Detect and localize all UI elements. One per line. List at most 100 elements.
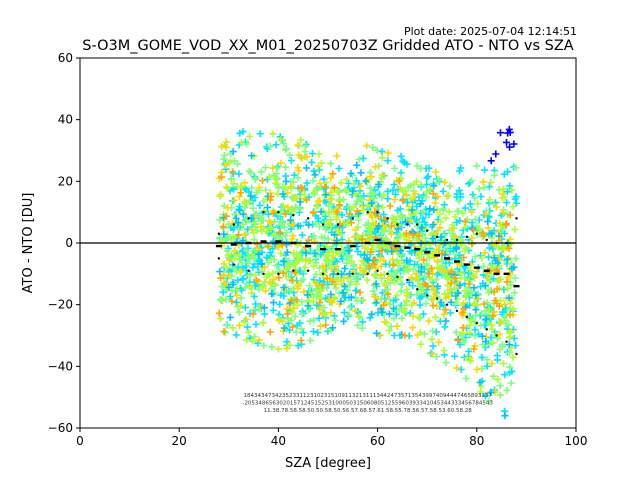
scatter-series-5	[215, 168, 514, 353]
std-upper-marker	[475, 232, 478, 235]
std-upper-marker	[232, 223, 235, 226]
std-upper-marker	[396, 223, 399, 226]
std-lower-marker	[336, 272, 340, 276]
mean-marker	[230, 243, 237, 246]
std-lower-marker	[485, 328, 488, 331]
x-tick-label: 100	[565, 434, 588, 448]
std-lower-marker	[475, 321, 478, 325]
std-lower-marker	[386, 272, 389, 276]
mean-marker	[473, 266, 480, 269]
std-lower-marker	[396, 275, 399, 279]
std-lower-marker	[416, 288, 419, 291]
y-axis-label: ATO - NTO [DU]	[21, 193, 36, 294]
std-upper-marker	[306, 217, 310, 220]
std-lower-marker	[426, 294, 429, 297]
mean-marker	[374, 238, 381, 242]
mean-marker	[305, 244, 312, 248]
std-upper-marker	[321, 223, 325, 226]
std-upper-marker	[515, 217, 518, 220]
mean-marker	[493, 272, 500, 276]
mean-marker	[334, 247, 341, 251]
scatter-points	[215, 125, 520, 420]
std-upper-marker	[495, 241, 498, 245]
x-tick-label: 40	[271, 434, 286, 448]
x-tick-label: 80	[469, 434, 484, 448]
mean-marker	[320, 247, 327, 251]
axis-ticks: 0 20 40 60 80 100 60 40 20 0 −20 −40 −60	[48, 51, 588, 448]
std-upper-marker	[262, 210, 265, 214]
mean-marker	[434, 254, 441, 257]
std-upper-marker	[366, 210, 369, 214]
mean-marker	[215, 244, 222, 248]
std-upper-marker	[426, 229, 429, 232]
plot-date: Plot date: 2025-07-04 12:14:51	[404, 25, 577, 38]
std-upper-marker	[485, 238, 488, 242]
std-lower-marker	[515, 352, 518, 356]
std-lower-marker	[321, 272, 325, 276]
y-tick-label: 0	[65, 236, 73, 250]
std-lower-marker	[292, 269, 295, 272]
x-tick-label: 20	[172, 434, 187, 448]
mean-marker	[453, 260, 460, 263]
std-lower-marker	[435, 297, 439, 300]
mean-marker	[275, 240, 282, 243]
std-upper-marker	[505, 241, 508, 245]
std-lower-marker	[505, 340, 508, 343]
std-lower-marker	[247, 269, 250, 272]
mean-marker	[260, 240, 267, 243]
std-upper-marker	[435, 235, 439, 239]
scatter-series-6	[487, 125, 518, 165]
std-upper-marker	[455, 238, 459, 242]
std-upper-marker	[376, 210, 379, 214]
std-lower-marker	[277, 272, 280, 276]
y-tick-label: −40	[48, 359, 73, 373]
std-lower-marker	[445, 303, 449, 306]
statistics-markers	[215, 210, 520, 356]
mean-marker	[364, 241, 371, 245]
std-lower-marker	[406, 278, 409, 282]
mean-marker	[513, 284, 520, 288]
mean-marker	[424, 251, 431, 254]
x-axis-label: SZA [degree]	[285, 456, 371, 471]
mean-marker	[463, 263, 470, 266]
mean-marker	[414, 247, 421, 251]
y-tick-label: 60	[58, 51, 73, 65]
mean-marker	[349, 244, 356, 248]
mean-marker	[245, 241, 252, 245]
std-upper-marker	[217, 232, 221, 235]
std-lower-marker	[376, 269, 379, 272]
x-tick-label: 60	[370, 434, 385, 448]
std-upper-marker	[386, 217, 389, 220]
std-upper-marker	[247, 217, 250, 220]
mean-marker	[404, 246, 411, 249]
chart-title: S-O3M_GOME_VOD_XX_M01_20250703Z Gridded …	[82, 38, 573, 54]
std-lower-marker	[455, 309, 459, 313]
std-lower-marker	[306, 269, 310, 272]
scatter-series-3	[216, 130, 519, 396]
std-lower-marker	[217, 257, 221, 260]
mean-marker	[394, 244, 401, 248]
y-tick-label: −20	[48, 298, 73, 312]
x-tick-label: 0	[76, 434, 84, 448]
mean-marker	[444, 257, 451, 260]
std-upper-marker	[351, 217, 354, 220]
std-upper-marker	[445, 238, 449, 242]
std-upper-marker	[406, 223, 409, 226]
mean-marker	[483, 269, 490, 272]
y-tick-label: 40	[58, 113, 73, 127]
std-lower-marker	[232, 263, 235, 266]
std-upper-marker	[292, 214, 295, 217]
y-tick-label: −60	[48, 421, 73, 435]
annotation-row: -205348656302015712451525310005031506080…	[242, 401, 493, 407]
std-upper-marker	[416, 223, 419, 226]
mean-marker	[503, 272, 510, 276]
mean-marker	[290, 241, 297, 245]
annotation-row: 1843434734235233112310231510911321311134…	[243, 393, 492, 399]
std-upper-marker	[336, 223, 340, 226]
std-lower-marker	[262, 272, 265, 276]
std-upper-marker	[465, 235, 469, 239]
std-lower-marker	[465, 315, 469, 319]
std-lower-marker	[495, 334, 498, 337]
count-annotations: 1843434734235233112310231510911321311134…	[242, 393, 493, 414]
